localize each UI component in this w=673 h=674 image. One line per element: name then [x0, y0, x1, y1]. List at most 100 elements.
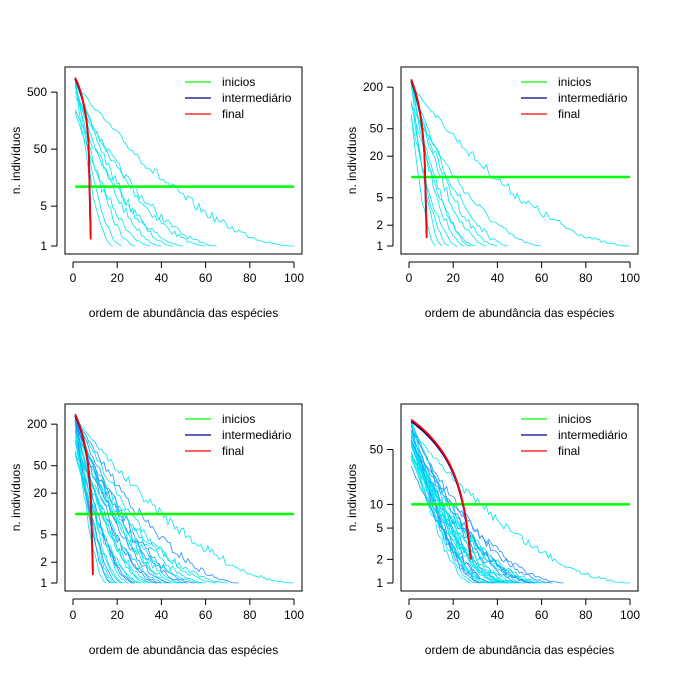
curve-line: [74, 452, 142, 584]
y-tick-label: 10: [370, 497, 384, 511]
x-tick-label: 100: [284, 271, 304, 285]
curve-line: [74, 79, 173, 247]
curve-line: [74, 425, 206, 584]
curve-line: [74, 421, 184, 584]
curve-line: [410, 104, 542, 247]
x-tick-label: 0: [406, 608, 413, 622]
y-tick-label: 200: [363, 80, 383, 94]
y-axis: 1 2 5 20 50 200: [363, 80, 394, 253]
legend: inicios intermediário final: [521, 75, 628, 121]
x-axis: 0 20 40 60 80 100: [406, 598, 640, 622]
series-curves: [74, 415, 295, 584]
y-tick-label: 1: [376, 239, 383, 253]
y-tick-label: 2: [40, 555, 47, 569]
y-tick-label: 5: [40, 199, 47, 213]
legend-label: intermediário: [558, 428, 628, 442]
curve-line: [410, 84, 498, 247]
legend: inicios intermediário final: [185, 75, 292, 121]
curve-line: [410, 444, 542, 584]
x-tick-label: 40: [155, 608, 169, 622]
x-tick-label: 20: [447, 271, 461, 285]
y-tick-label: 2: [376, 552, 383, 566]
curve-line: [74, 78, 122, 247]
y-tick-label: 200: [27, 417, 47, 431]
y-axis: 1 2 5 20 50 200: [27, 417, 58, 590]
curve-line: [410, 430, 630, 584]
x-tick-label: 40: [491, 608, 505, 622]
plot-frame: [64, 403, 303, 592]
curve-line: [410, 430, 476, 584]
curve-line: [74, 96, 217, 247]
legend-label: intermediário: [558, 91, 628, 105]
curve-line: [410, 81, 443, 247]
y-tick-label: 1: [40, 576, 47, 590]
legend-label: final: [558, 107, 580, 121]
series-final-line: [74, 77, 92, 240]
plot-frame: [64, 66, 303, 255]
x-tick-label: 0: [70, 271, 77, 285]
x-axis: 0 20 40 60 80 100: [406, 261, 640, 285]
curve-line: [74, 419, 116, 584]
y-tick-label: 5: [376, 521, 383, 535]
x-tick-label: 20: [447, 608, 461, 622]
y-axis-title: n. indivíduos: [345, 127, 359, 194]
x-tick-label: 20: [111, 271, 125, 285]
x-axis-title: ordem de abundância das espécies: [89, 643, 278, 657]
legend: inicios intermediário final: [185, 412, 292, 458]
x-tick-label: 40: [491, 271, 505, 285]
curve-line: [74, 450, 228, 584]
legend-label: final: [558, 444, 580, 458]
x-tick-label: 40: [155, 271, 169, 285]
y-tick-label: 5: [40, 528, 47, 542]
curve-line: [74, 417, 239, 584]
x-tick-label: 100: [620, 608, 640, 622]
y-tick-label: 1: [376, 576, 383, 590]
series-curves: [410, 81, 630, 247]
legend-label: inicios: [222, 75, 255, 89]
y-axis-title: n. indivíduos: [9, 464, 23, 531]
curve-line: [74, 419, 111, 584]
curve-line: [74, 79, 113, 247]
curve-line: [74, 416, 173, 584]
x-axis-title: ordem de abundância das espécies: [89, 306, 278, 320]
y-tick-label: 20: [34, 486, 48, 500]
x-axis: 0 20 40 60 80 100: [70, 261, 304, 285]
x-tick-label: 60: [535, 271, 549, 285]
curve-line: [410, 429, 505, 584]
x-tick-label: 80: [243, 271, 257, 285]
curve-line: [74, 417, 295, 584]
legend: inicios intermediário final: [521, 412, 628, 458]
x-tick-label: 80: [579, 608, 593, 622]
legend-label: final: [222, 444, 244, 458]
curve-line: [74, 423, 124, 584]
series-final-line: [410, 418, 472, 560]
y-tick-label: 50: [370, 122, 384, 136]
plot-frame: [400, 66, 639, 255]
series-final-line: [410, 78, 428, 239]
chart-panel-top-right: 0 20 40 60 80 100 ordem de abundância das espé…: [345, 66, 640, 320]
x-tick-label: 60: [535, 608, 549, 622]
chart-panel-bottom-left: 0 20 40 60 80 100 ordem de abundância das espé…: [9, 403, 304, 657]
curve-line: [74, 416, 217, 584]
x-tick-label: 100: [620, 271, 640, 285]
curve-line: [410, 85, 509, 247]
series-curves: [410, 419, 630, 584]
y-axis-title: n. indivíduos: [9, 127, 23, 194]
curve-line: [410, 429, 553, 584]
plot-frame: [400, 403, 639, 592]
curve-line: [410, 113, 436, 247]
curve-line: [410, 436, 471, 584]
x-tick-label: 80: [579, 271, 593, 285]
curve-line: [410, 118, 458, 247]
curve-line: [410, 83, 487, 247]
legend-label: inicios: [558, 412, 591, 426]
y-tick-label: 5: [376, 191, 383, 205]
y-tick-label: 50: [34, 459, 48, 473]
x-tick-label: 0: [406, 271, 413, 285]
x-tick-label: 100: [284, 608, 304, 622]
curve-line: [74, 428, 180, 584]
x-tick-label: 60: [199, 608, 213, 622]
x-tick-label: 0: [70, 608, 77, 622]
y-tick-label: 50: [34, 142, 48, 156]
